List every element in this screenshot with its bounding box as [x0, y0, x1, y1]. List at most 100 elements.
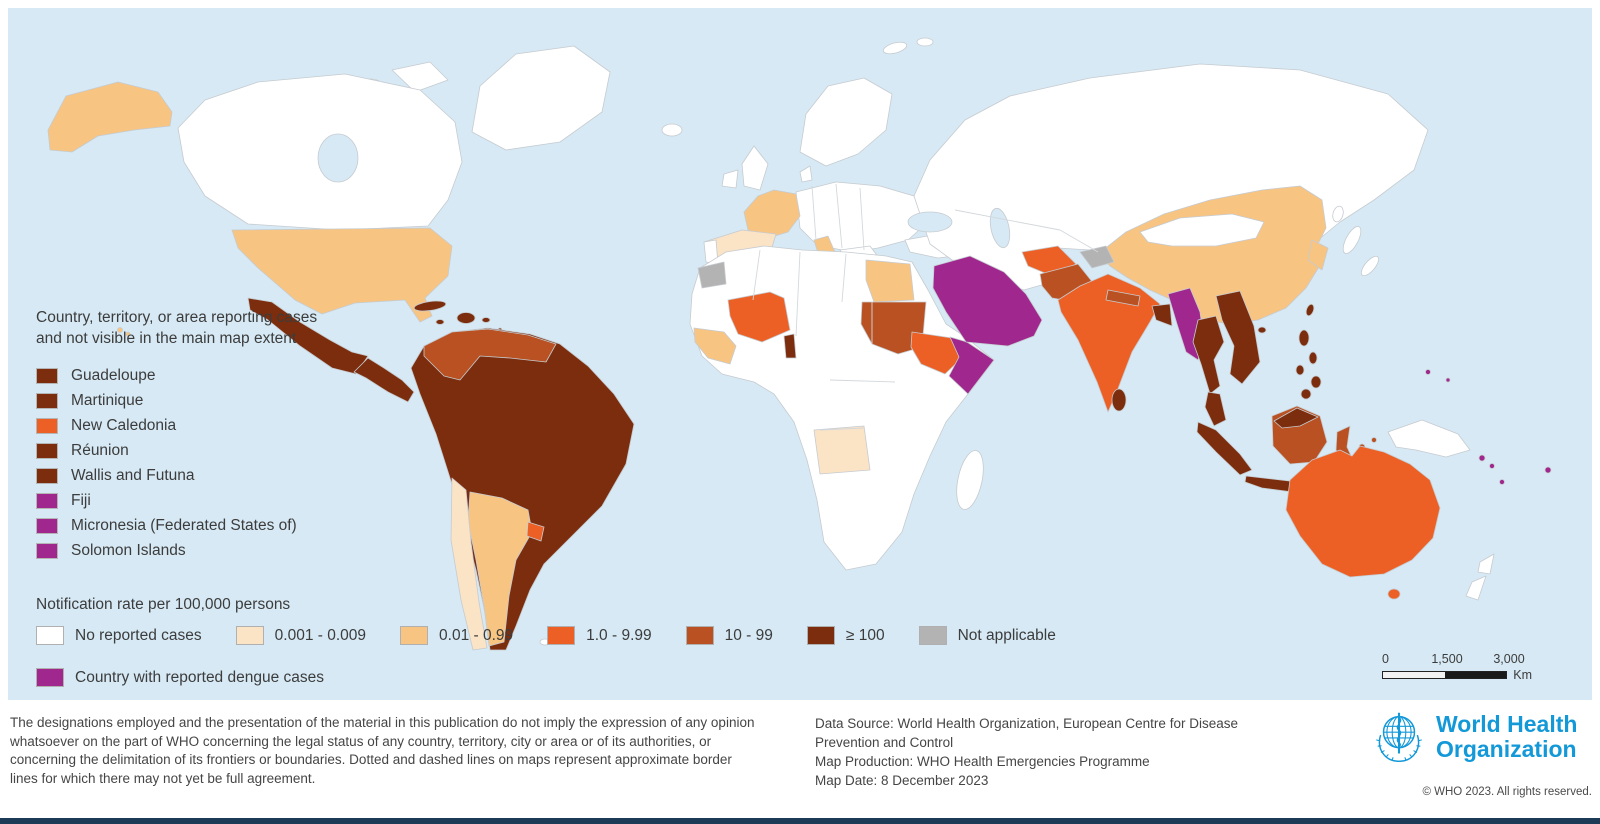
country-uruguay [526, 521, 545, 542]
country-philippines [1298, 329, 1310, 347]
copyright-text: © WHO 2023. All rights reserved. [1422, 786, 1592, 798]
island-tasmania [1387, 588, 1401, 600]
inset-item-new-caledonia: New Caledonia [36, 414, 317, 439]
country-mongolia [1139, 213, 1265, 247]
rate-item-10-99: 10 - 99 [685, 626, 773, 645]
rate-item-gte-100: ≥ 100 [806, 626, 885, 645]
legend-label: Country with reported dengue cases [75, 668, 325, 686]
country-angola [813, 425, 871, 475]
legend-swatch [36, 443, 58, 460]
legend-swatch [235, 626, 264, 645]
country-thailand [1192, 315, 1225, 395]
region-kashmir [1079, 245, 1115, 269]
country-france [743, 189, 801, 239]
legend-label: No reported cases [75, 626, 202, 644]
legend-label: New Caledonia [71, 417, 177, 435]
legend-swatch [36, 668, 64, 687]
rate-legend: No reported cases 0.001 - 0.009 0.01 - 0… [36, 626, 1090, 645]
rate-item-dengue-reported: Country with reported dengue cases [36, 668, 324, 687]
country-sudan [860, 301, 927, 355]
legend-label: 10 - 99 [724, 626, 773, 644]
legend-label: Not applicable [957, 626, 1056, 644]
country-madagascar [956, 450, 984, 510]
inset-legend: Country, territory, or area reporting ca… [36, 308, 317, 564]
island-sumatra [1196, 421, 1253, 476]
legend-swatch [36, 626, 64, 645]
legend-label: 1.0 - 9.99 [586, 626, 652, 644]
legend-swatch [36, 393, 58, 410]
inset-item-martinique: Martinique [36, 389, 317, 414]
inset-item-micronesia: Micronesia (Federated States of) [36, 514, 317, 539]
legend-label: ≥ 100 [845, 626, 885, 644]
legend-label: 0.01 - 0.99 [439, 626, 514, 644]
legend-label: Solomon Islands [71, 542, 186, 560]
region-central-america [353, 357, 415, 403]
region-scandinavia [799, 77, 893, 167]
legend-label: 0.001 - 0.009 [274, 626, 367, 644]
legend-swatch [36, 418, 58, 435]
rate-item-001-099: 0.01 - 0.99 [400, 626, 513, 645]
world-map [47, 37, 1552, 651]
region-south-america [410, 327, 635, 651]
who-logo: World Health Organization [1368, 706, 1577, 768]
scale-bar: 0 1,500 3,000 Km [1382, 652, 1532, 682]
country-new-zealand [1477, 553, 1495, 575]
region-alaska [47, 81, 173, 153]
legend-label: Guadeloupe [71, 367, 156, 385]
who-logo-text: World Health Organization [1436, 710, 1578, 762]
legend-swatch [36, 543, 58, 560]
country-greenland [471, 45, 611, 151]
country-sri-lanka [1111, 388, 1127, 412]
island-new-guinea [1387, 419, 1471, 458]
bottom-rule [0, 818, 1600, 824]
country-mali [727, 291, 791, 343]
disclaimer-text: The designations employed and the presen… [10, 715, 755, 786]
country-chile [450, 477, 488, 651]
rate-legend-title: Notification rate per 100,000 persons [36, 596, 291, 613]
country-china [1097, 185, 1327, 325]
region-malaysia-borneo [1273, 407, 1319, 429]
scale-bar-rule [1382, 671, 1508, 679]
legend-swatch [806, 626, 835, 645]
country-australia [1285, 445, 1441, 578]
region-arabian-peninsula [932, 255, 1043, 347]
legend-swatch [400, 626, 429, 645]
country-egypt [865, 259, 915, 303]
region-colombia-venezuela [423, 328, 557, 381]
legend-label: Martinique [71, 392, 144, 410]
region-indochina [1215, 290, 1261, 385]
region-senegal-guinea [693, 327, 737, 365]
region-western-sahara [697, 261, 727, 289]
country-japan [1342, 226, 1362, 254]
rate-item-1-999: 1.0 - 9.99 [547, 626, 652, 645]
who-emblem-icon [1376, 712, 1422, 762]
country-nepal [1105, 289, 1141, 307]
source-text: Data Source: World Health Organization, … [815, 716, 1238, 789]
inset-item-reunion: Réunion [36, 439, 317, 464]
inset-item-fiji: Fiji [36, 489, 317, 514]
legend-label: Fiji [71, 492, 91, 510]
country-borders [752, 183, 1099, 431]
legend-swatch [36, 518, 58, 535]
scale-bar-labels: 0 1,500 3,000 [1382, 652, 1525, 666]
country-usa [231, 227, 453, 323]
rate-item-0001-0009: 0.001 - 0.009 [235, 626, 367, 645]
inset-item-guadeloupe: Guadeloupe [36, 364, 317, 389]
region-korea [1307, 239, 1329, 271]
inset-item-solomon-islands: Solomon Islands [36, 539, 317, 564]
inset-item-wallis-and-futuna: Wallis and Futuna [36, 464, 317, 489]
country-argentina [467, 491, 533, 647]
legend-swatch [36, 468, 58, 485]
rate-item-no-cases: No reported cases [36, 626, 202, 645]
rate-item-not-applicable: Not applicable [918, 626, 1056, 645]
legend-label: Micronesia (Federated States of) [71, 517, 297, 535]
scale-bar-unit: Km [1513, 668, 1532, 682]
region-malay-peninsula [1204, 391, 1227, 427]
legend-swatch [918, 626, 947, 645]
country-uk [741, 145, 769, 191]
map-canvas: Country, territory, or area reporting ca… [8, 8, 1592, 700]
country-india [1057, 273, 1161, 413]
legend-swatch [36, 368, 58, 385]
country-bangladesh [1151, 303, 1173, 327]
